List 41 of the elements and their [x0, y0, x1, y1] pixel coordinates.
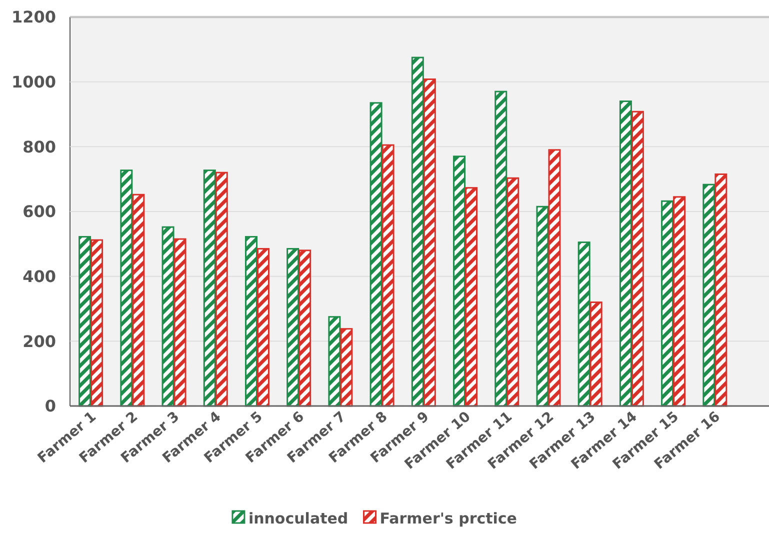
bar	[702, 184, 716, 407]
bar	[673, 196, 686, 407]
y-tick-label: 400	[22, 266, 56, 286]
bar	[132, 194, 145, 407]
bar	[382, 144, 394, 407]
bar	[453, 156, 466, 407]
bar	[465, 187, 478, 407]
bar	[120, 170, 133, 407]
bar	[536, 206, 549, 407]
bar	[162, 226, 174, 407]
bar	[661, 200, 674, 407]
bar	[548, 149, 561, 407]
bar	[370, 102, 382, 407]
y-tick-label: 800	[22, 137, 56, 156]
legend-label: innoculated	[248, 509, 348, 528]
bar	[631, 110, 644, 407]
bar	[328, 316, 341, 407]
bar	[90, 239, 104, 407]
bar	[494, 90, 508, 407]
bar	[215, 172, 228, 407]
y-tick-label: 1000	[11, 72, 56, 92]
bar	[286, 248, 300, 407]
y-tick-label: 200	[22, 332, 56, 351]
bar	[298, 250, 312, 407]
bar	[203, 170, 216, 407]
bar	[174, 238, 186, 407]
bar	[256, 248, 270, 407]
legend-label: Farmer's prctice	[380, 509, 517, 528]
bar	[244, 236, 258, 407]
bar	[340, 328, 353, 407]
bar	[590, 302, 602, 407]
bar	[619, 100, 632, 407]
bar	[423, 78, 436, 407]
y-tick-label: 0	[44, 396, 56, 416]
y-tick-label: 1200	[11, 8, 56, 27]
bar	[411, 56, 424, 407]
bar	[578, 242, 590, 407]
bar	[506, 177, 520, 407]
y-tick-label: 600	[22, 202, 56, 222]
bar	[714, 173, 728, 407]
bar	[78, 236, 92, 407]
